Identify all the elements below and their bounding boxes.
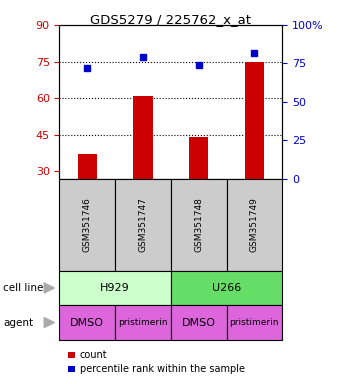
Text: DMSO: DMSO bbox=[70, 318, 104, 328]
Text: GSM351748: GSM351748 bbox=[194, 197, 203, 252]
Text: GSM351746: GSM351746 bbox=[83, 197, 92, 252]
Text: cell line: cell line bbox=[3, 283, 44, 293]
Text: percentile rank within the sample: percentile rank within the sample bbox=[80, 364, 244, 374]
Text: GDS5279 / 225762_x_at: GDS5279 / 225762_x_at bbox=[89, 13, 251, 26]
Bar bbox=[244, 61, 264, 179]
Text: agent: agent bbox=[3, 318, 34, 328]
Bar bbox=[189, 137, 208, 179]
Text: GSM351749: GSM351749 bbox=[250, 197, 259, 252]
Text: count: count bbox=[80, 350, 107, 360]
Bar bbox=[78, 154, 97, 179]
Text: U266: U266 bbox=[212, 283, 241, 293]
Text: pristimerin: pristimerin bbox=[118, 318, 168, 327]
Bar bbox=[133, 96, 153, 179]
Text: GSM351747: GSM351747 bbox=[138, 197, 148, 252]
Text: pristimerin: pristimerin bbox=[230, 318, 279, 327]
Text: DMSO: DMSO bbox=[182, 318, 216, 328]
Text: H929: H929 bbox=[100, 283, 130, 293]
